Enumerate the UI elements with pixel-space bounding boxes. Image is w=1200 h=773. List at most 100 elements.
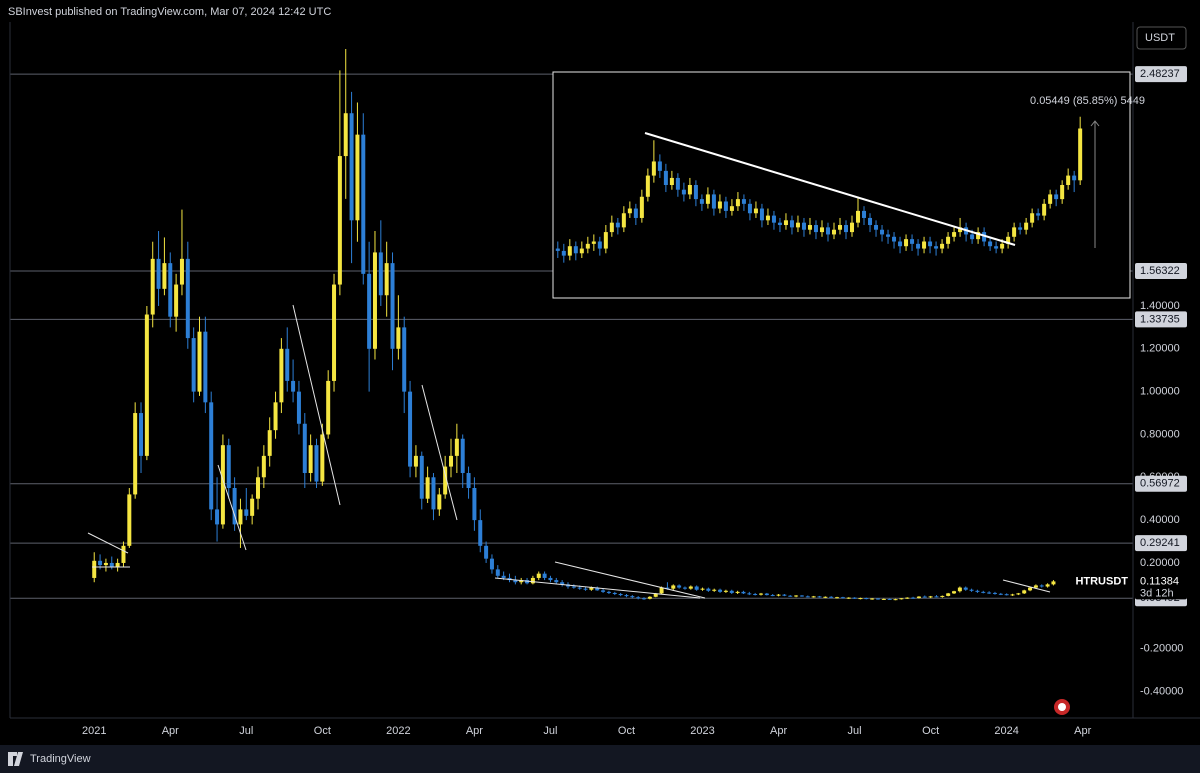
candle-body (633, 208, 638, 218)
candle-body (484, 545, 489, 559)
currency-label: USDT (1145, 32, 1175, 44)
candle-body (174, 284, 179, 317)
candle-body (585, 243, 590, 249)
candle-body (916, 243, 921, 249)
candle-body (801, 222, 806, 230)
candle-body (874, 225, 879, 230)
candle-body (940, 243, 945, 249)
measure-label: 0.05449 (85.85%) 5449 (1030, 95, 1145, 107)
candle-body (226, 445, 231, 488)
candle-body (1004, 594, 1009, 596)
candle-body (819, 227, 824, 233)
symbol-label: HTRUSDT (1075, 575, 1128, 587)
candle-body (162, 263, 167, 289)
candle-body (776, 594, 781, 596)
candle-body (460, 438, 465, 474)
candle-body (595, 587, 600, 591)
candle-body (454, 438, 459, 456)
x-tick-label: Oct (922, 725, 939, 737)
candle-body (548, 577, 553, 581)
x-tick-label: Oct (314, 725, 331, 737)
candle-body (343, 113, 348, 157)
candle-body (127, 494, 132, 546)
trend-line (494, 577, 701, 599)
inset-drawings: 0.05449 (85.85%) 5449 (644, 95, 1145, 248)
candle-body (905, 597, 910, 599)
candle-body (904, 239, 909, 247)
candle-body (687, 185, 692, 195)
candle-body (753, 594, 758, 596)
x-tick-label: Oct (618, 725, 635, 737)
candle-body (437, 494, 442, 510)
candle-body (244, 509, 249, 516)
candle-body (712, 589, 717, 591)
candle-body (677, 585, 682, 588)
candle-body (232, 487, 237, 525)
candle-body (875, 598, 880, 600)
candle-body (179, 258, 184, 285)
candle-body (659, 587, 664, 594)
trend-line (554, 561, 706, 599)
candle-body (567, 246, 572, 256)
x-tick-label: 2024 (994, 725, 1018, 737)
candle-body (916, 596, 921, 599)
candle-body (928, 241, 933, 247)
candle-body (682, 587, 687, 589)
candle-body (922, 241, 927, 249)
candle-body (1030, 213, 1035, 223)
candle-body (671, 585, 676, 589)
candle-body (789, 220, 794, 228)
candle-body (987, 592, 992, 594)
candle-body (615, 222, 620, 228)
candle-body (168, 263, 173, 317)
candle-body (831, 229, 836, 235)
candle-body (220, 445, 225, 525)
candle-body (209, 402, 214, 510)
trend-line (87, 532, 129, 554)
candle-body (308, 445, 313, 474)
candle-body (630, 596, 635, 598)
level-label-box (1135, 66, 1187, 83)
candle-body (975, 590, 980, 592)
candle-body (185, 258, 190, 339)
candle-body (525, 580, 530, 584)
candle-body (419, 455, 424, 499)
candle-body (898, 241, 903, 247)
candle-body (934, 596, 939, 598)
candle-body (864, 598, 869, 600)
candle-body (121, 545, 126, 563)
candle-body (624, 595, 629, 597)
candle-body (603, 232, 608, 249)
level-label: 1.33735 (1140, 313, 1180, 325)
candle-body (609, 222, 614, 233)
trend-line (217, 464, 247, 551)
candle-body (536, 573, 541, 578)
candle-body (627, 208, 632, 214)
footer-logo (8, 752, 23, 766)
candle-body (408, 391, 413, 467)
candle-body (747, 593, 752, 595)
candle-body (396, 327, 401, 349)
candle-body (606, 591, 611, 593)
candle-body (554, 580, 559, 583)
currency-button[interactable] (1136, 26, 1187, 50)
candle-body (636, 597, 641, 599)
footer (0, 745, 1200, 773)
x-tick-label: 2023 (690, 725, 714, 737)
level-label: 1.56322 (1140, 265, 1180, 277)
candle-body (589, 587, 594, 590)
candle-body (794, 595, 799, 597)
candle-body (771, 215, 776, 223)
candle-body (238, 509, 243, 525)
candle-body (893, 599, 898, 601)
axes: -0.40000-0.200000.200000.400000.600000.8… (82, 66, 1187, 737)
candle-body (976, 232, 981, 240)
candle-body (618, 594, 623, 596)
candle-body (958, 227, 963, 233)
candle-body (1036, 213, 1041, 216)
candle-body (103, 562, 108, 566)
x-tick-label: 2021 (82, 725, 106, 737)
level-label-box (1135, 311, 1187, 328)
candle-body (555, 248, 560, 251)
